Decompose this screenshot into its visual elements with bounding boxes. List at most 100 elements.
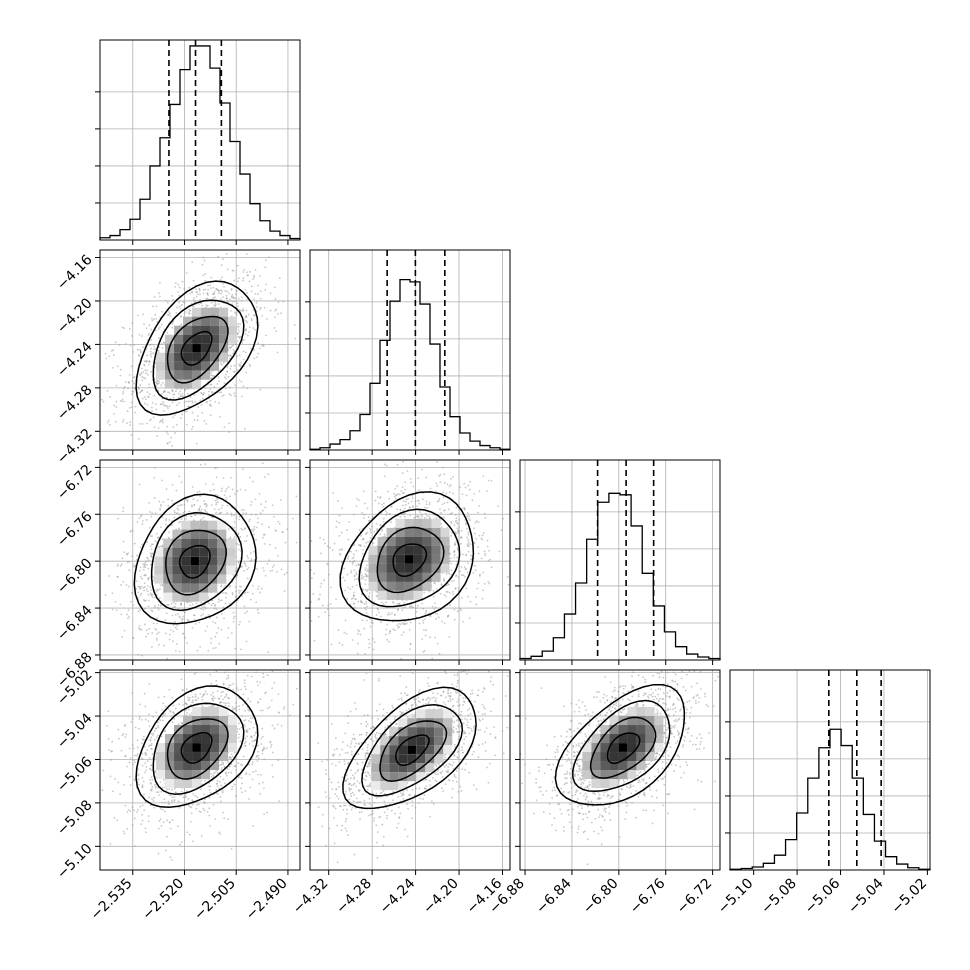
density-cell [404,581,414,591]
sample-point [204,798,206,801]
density-cell [377,545,387,555]
sample-point [187,499,189,502]
sample-point [236,369,239,371]
sample-point [216,616,218,619]
sample-point [236,355,238,358]
sample-point [187,708,190,711]
sample-point [365,570,368,573]
sample-point [148,393,151,395]
sample-point [223,617,225,620]
sample-point [229,585,232,587]
sample-point [223,671,226,674]
sample-point [143,607,146,610]
sample-point [112,790,114,793]
sample-point [226,366,229,368]
sample-point [150,563,152,566]
sample-point [209,399,212,402]
sample-point [245,371,248,374]
sample-point [199,692,202,695]
sample-point [263,306,266,309]
sample-point [422,498,424,501]
sample-point [230,365,232,367]
sample-point [409,514,411,517]
sample-point [365,600,367,603]
sample-point [415,610,418,613]
sample-point [151,593,154,596]
sample-point [193,504,196,506]
sample-point [351,639,354,641]
sample-point [218,416,221,418]
sample-point [219,796,222,798]
sample-point [207,394,210,397]
sample-point [442,496,445,499]
sample-point [417,515,420,517]
sample-point [128,327,131,330]
sample-point [207,294,209,296]
sample-point [137,773,140,776]
sample-point [365,602,368,605]
sample-point [181,303,183,306]
density-cell [217,520,227,530]
sample-point [237,325,239,328]
sample-point [397,492,400,495]
sample-point [111,366,114,369]
sample-point [478,574,481,577]
sample-point [202,516,205,519]
density-cell [192,370,202,380]
sample-point [219,599,221,602]
sample-point [386,490,389,493]
sample-point [482,589,484,592]
sample-point [366,568,369,571]
sample-point [382,517,385,520]
sample-point [453,579,455,582]
sample-point [452,476,454,478]
sample-point [488,582,491,585]
density-cell [154,556,164,566]
sample-point [338,514,341,517]
sample-point [355,584,358,587]
panel-2-0 [100,442,298,660]
sample-point [113,404,116,407]
sample-point [210,642,212,644]
sample-point [161,381,164,384]
sample-point [231,755,234,758]
sample-point [252,529,255,532]
sample-point [122,580,125,583]
sample-point [218,391,221,394]
sample-point [446,615,449,617]
sample-point [416,515,419,518]
sample-point [257,585,260,588]
sample-point [191,603,194,606]
sample-point [337,629,340,631]
sample-point [368,646,370,649]
sample-point [236,542,238,545]
density-cell [210,316,220,326]
sample-point [154,604,157,607]
sample-point [327,604,330,607]
sample-point [237,277,240,280]
sample-point [171,721,174,724]
sample-point [250,347,253,350]
sample-point [150,347,153,350]
sample-point [470,554,472,557]
sample-point [104,594,107,596]
sample-point [270,743,273,746]
sample-point [214,400,217,403]
sample-point [144,566,147,569]
sample-point [140,389,143,392]
sample-point [230,476,233,479]
sample-point [244,709,247,712]
sample-point [245,315,248,318]
sample-point [170,628,172,631]
sample-point [421,515,423,518]
sample-point [241,442,243,444]
density-cell [210,334,220,344]
sample-point [105,357,108,360]
sample-point [467,531,470,534]
sample-point [454,542,456,545]
sample-point [194,401,196,403]
sample-point [246,387,249,390]
sample-point [253,314,256,317]
sample-point [402,500,405,503]
sample-point [347,586,349,589]
